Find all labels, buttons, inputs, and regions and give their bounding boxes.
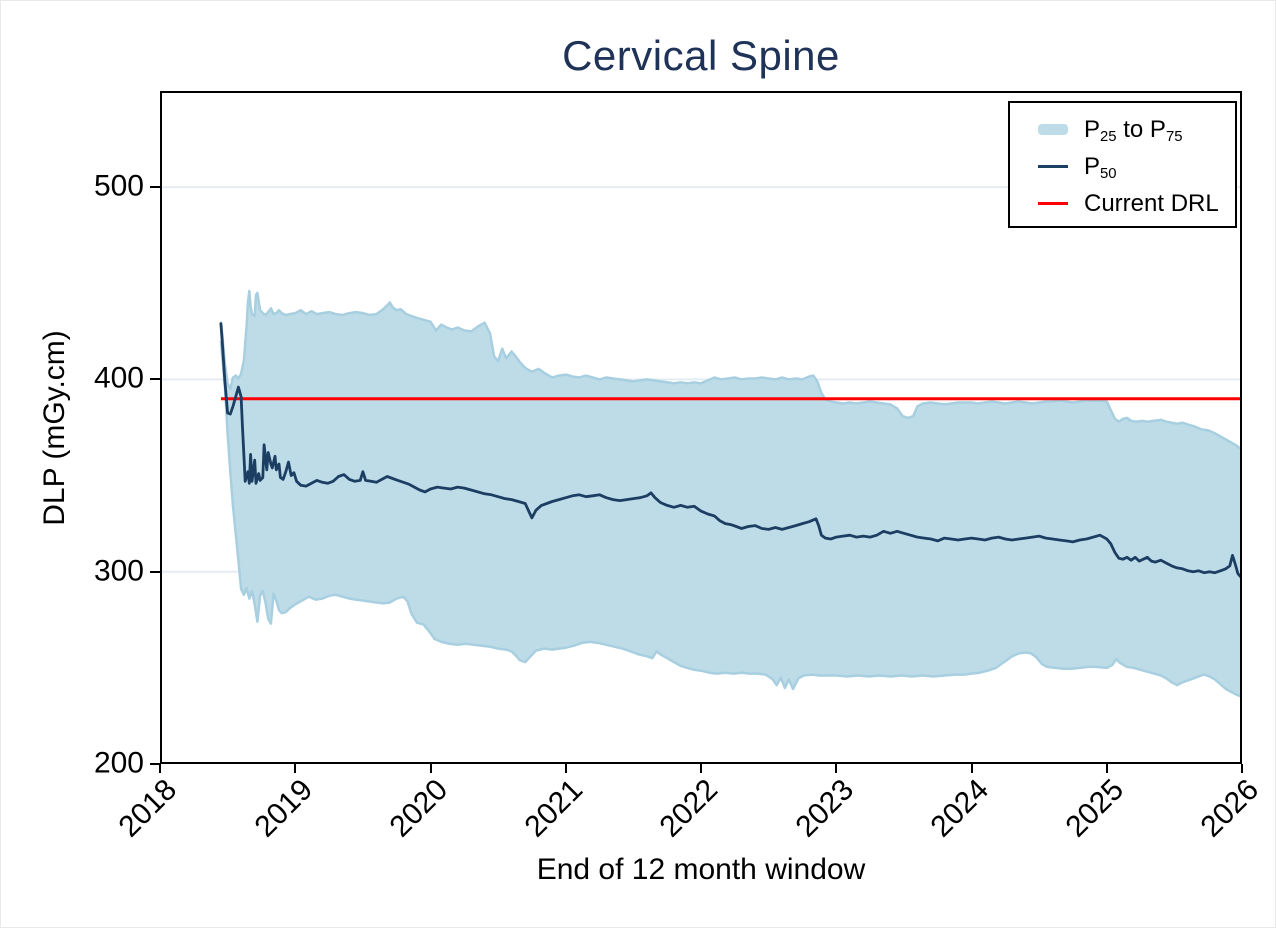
x-axis-title: End of 12 month window <box>536 853 866 886</box>
p50-line <box>219 322 1242 580</box>
x-tick-mark <box>564 764 567 773</box>
x-tick-label: 2024 <box>924 773 995 844</box>
x-tick-mark <box>1105 764 1108 773</box>
y-tick-label: 200 <box>93 746 144 780</box>
p50-line-swatch <box>1038 165 1068 168</box>
plot-frame <box>160 91 1242 764</box>
x-tick-label: 2018 <box>112 773 184 844</box>
x-tick-label: 2021 <box>518 773 590 844</box>
legend-label-p25-p75: P25 to P75 <box>1084 115 1183 145</box>
x-tick-mark <box>835 764 838 773</box>
y-axis-title: DLP (mGy.cm) <box>38 330 71 526</box>
legend-item-current-drl: Current DRL <box>1010 185 1235 222</box>
x-tick-mark <box>1241 764 1243 773</box>
p25-edge-line <box>219 340 1242 698</box>
current-drl-line-swatch <box>1038 202 1068 205</box>
legend: P25 to P75 P50 Current DRL <box>1008 101 1237 228</box>
legend-item-p25-p75: P25 to P75 <box>1010 111 1235 148</box>
y-tick-mark <box>150 763 160 765</box>
x-tick-mark <box>700 764 702 773</box>
x-tick-mark <box>294 764 297 773</box>
x-tick-mark <box>970 764 973 773</box>
x-tick-label: 2019 <box>248 773 319 844</box>
legend-label-p50: P50 <box>1084 152 1117 182</box>
x-tick-label: 2022 <box>653 773 725 844</box>
x-tick-label: 2025 <box>1059 773 1131 844</box>
x-tick-mark <box>429 764 432 773</box>
legend-label-current-drl: Current DRL <box>1084 189 1219 217</box>
x-tick-mark <box>159 764 161 773</box>
y-tick-label: 300 <box>93 554 144 588</box>
p75-edge-line <box>219 289 1242 451</box>
y-tick-mark <box>150 378 160 381</box>
y-tick-label: 400 <box>93 361 144 395</box>
chart-title: Cervical Spine <box>562 32 840 79</box>
p25-p75-band <box>220 291 1242 697</box>
legend-item-p50: P50 <box>1010 148 1235 185</box>
chart-canvas <box>160 91 1242 764</box>
y-tick-label: 500 <box>93 169 144 203</box>
x-tick-label: 2023 <box>789 773 860 844</box>
y-tick-mark <box>150 186 160 189</box>
x-tick-label: 2020 <box>383 773 454 844</box>
p25-p75-band-swatch <box>1038 124 1068 135</box>
x-tick-label: 2026 <box>1194 773 1266 844</box>
y-tick-mark <box>150 570 160 573</box>
